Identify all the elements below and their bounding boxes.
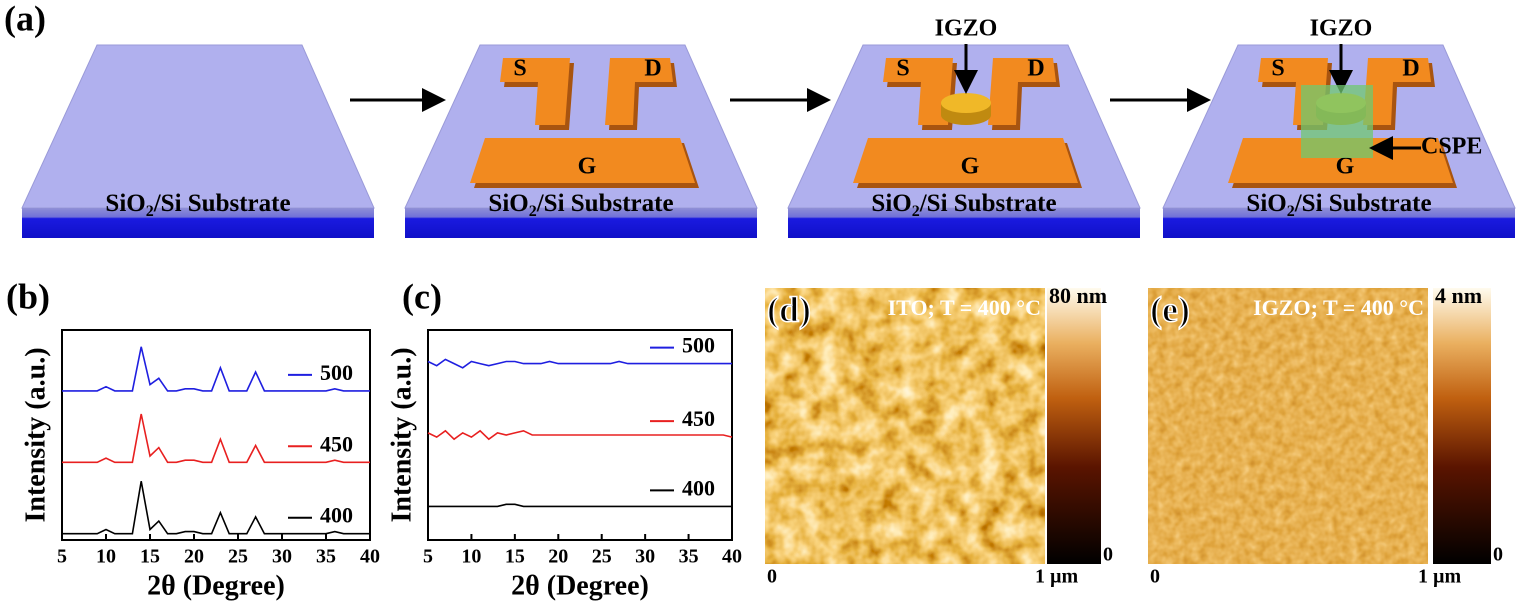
substrate-subscript: 2: [1287, 203, 1295, 220]
plot-frame: [61, 329, 371, 541]
x-max: 1 µm: [1035, 566, 1079, 588]
drain-electrode: [605, 58, 673, 125]
series-line: [62, 346, 370, 392]
substrate-text: /Si Substrate: [153, 190, 291, 217]
igzo-label: IGZO: [1310, 16, 1373, 42]
scale-max: 80 nm: [1049, 283, 1107, 308]
panel-label: (e): [1150, 289, 1190, 329]
source-label: S: [1271, 56, 1284, 82]
x-tick-label: 15: [505, 546, 525, 568]
x-tick-label: 40: [360, 546, 380, 568]
series-line: [62, 481, 370, 535]
x-tick-label: 30: [272, 546, 292, 568]
legend-label: 450: [320, 431, 353, 456]
x-tick-label: 15: [140, 546, 160, 568]
y-axis-label: Intensity (a.u.): [20, 347, 51, 522]
legend-label: 400: [682, 475, 715, 500]
x-min: 0: [1150, 566, 1160, 588]
x-max: 1 µm: [1418, 566, 1462, 588]
source-electrode: [883, 58, 953, 125]
cspe-layer: [1301, 85, 1373, 158]
substrate-label: SiO2/Si Substrate: [1246, 190, 1431, 220]
gate-label: G: [1336, 154, 1355, 180]
substrate-label: SiO2/Si Substrate: [488, 190, 673, 220]
afm-title: IGZO; T = 400 °C: [1253, 295, 1424, 320]
x-tick-label: 20: [184, 546, 204, 568]
substrate-subscript: 2: [912, 203, 920, 220]
panel-label: (d): [767, 289, 811, 329]
source-label: S: [513, 56, 526, 82]
substrate-text: /Si Substrate: [536, 190, 674, 217]
substrate-subscript: 2: [529, 203, 537, 220]
substrate-front: [788, 208, 1140, 238]
legend-label: 400: [320, 503, 353, 528]
substrate-front: [405, 208, 757, 238]
x-tick-label: 40: [722, 546, 742, 568]
gate-label: G: [961, 154, 980, 180]
source-electrode: [500, 58, 570, 125]
legend-label: 500: [320, 360, 353, 385]
x-tick-label: 25: [592, 546, 612, 568]
x-tick-label: 5: [423, 546, 433, 568]
legend-label: 450: [682, 406, 715, 431]
series-line: [428, 503, 732, 508]
x-tick-label: 10: [461, 546, 481, 568]
drain-label: D: [1402, 56, 1419, 82]
substrate-text: SiO: [488, 190, 528, 217]
substrate-text: SiO: [871, 190, 911, 217]
x-axis-label: 2θ (Degree): [511, 570, 649, 601]
substrate-text: SiO: [1246, 190, 1286, 217]
substrate-text: /Si Substrate: [919, 190, 1057, 217]
x-tick-label: 35: [316, 546, 336, 568]
afm-title: ITO; T = 400 °C: [888, 295, 1041, 320]
panel-label: (c): [402, 276, 442, 316]
substrate-front: [22, 208, 374, 238]
scale-min: 0: [1103, 544, 1113, 566]
afm-image: [1148, 288, 1428, 564]
plot-frame: [427, 329, 733, 541]
drain-label: D: [1027, 56, 1044, 82]
series-line: [427, 429, 733, 441]
color-bar: [1047, 288, 1101, 564]
substrate-text: SiO: [105, 190, 145, 217]
x-min: 0: [767, 566, 777, 588]
gate-electrode: [853, 138, 1078, 183]
scale-max: 4 nm: [1435, 283, 1482, 308]
substrate-text: /Si Substrate: [1294, 190, 1432, 217]
x-tick-label: 10: [96, 546, 116, 568]
x-tick-label: 5: [57, 546, 67, 568]
x-tick-label: 35: [679, 546, 699, 568]
legend-label: 500: [682, 333, 715, 358]
series-line: [62, 413, 370, 464]
panel-label: (a): [4, 0, 46, 38]
scale-min: 0: [1493, 544, 1503, 566]
source-label: S: [896, 56, 909, 82]
drain-label: D: [644, 56, 661, 82]
substrate-subscript: 2: [146, 203, 154, 220]
substrate-front: [1163, 208, 1515, 238]
panel-label: (b): [6, 276, 50, 316]
substrate-label: SiO2/Si Substrate: [105, 190, 290, 220]
x-tick-label: 30: [635, 546, 655, 568]
x-tick-label: 25: [228, 546, 248, 568]
series-line: [427, 358, 732, 369]
drain-electrode: [988, 58, 1056, 125]
igzo-top: [941, 93, 991, 113]
gate-label: G: [578, 154, 597, 180]
y-axis-label: Intensity (a.u.): [386, 347, 417, 522]
drain-electrode: [1363, 58, 1431, 125]
afm-image: [765, 288, 1045, 564]
x-tick-label: 20: [548, 546, 568, 568]
gate-electrode: [470, 138, 695, 183]
color-bar: [1433, 288, 1491, 564]
igzo-label: IGZO: [935, 16, 998, 42]
cspe-label: CSPE: [1421, 134, 1482, 160]
substrate-label: SiO2/Si Substrate: [871, 190, 1056, 220]
x-axis-label: 2θ (Degree): [147, 570, 285, 601]
